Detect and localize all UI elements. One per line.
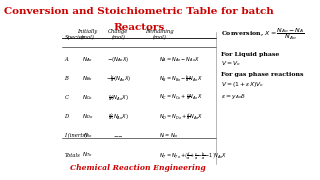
Text: $N_{Bo}$: $N_{Bo}$: [82, 74, 93, 83]
Text: $V = V_o$: $V = V_o$: [221, 59, 241, 68]
Text: B: B: [64, 76, 68, 81]
Text: $\varepsilon = y_{Ao}\delta$: $\varepsilon = y_{Ao}\delta$: [221, 92, 246, 101]
Text: Species: Species: [64, 35, 85, 40]
Text: For gas phase reactions: For gas phase reactions: [221, 72, 304, 76]
Text: Conversion, $X = \dfrac{N_{Ao} - N_A}{N_{Ao}}$: Conversion, $X = \dfrac{N_{Ao} - N_A}{N_…: [221, 26, 305, 42]
Text: $N_{Io}$: $N_{Io}$: [83, 131, 92, 140]
Text: $-\!-$: $-\!-$: [113, 133, 124, 138]
Text: $-\frac{b}{a}(N_{Ao}X)$: $-\frac{b}{a}(N_{Ao}X)$: [106, 73, 131, 84]
Text: $N_{Co}$: $N_{Co}$: [82, 93, 93, 102]
Text: Totals: Totals: [64, 152, 80, 158]
Text: $N_I = N_{Io}$: $N_I = N_{Io}$: [159, 131, 179, 140]
Text: $N_B = N_{Bo} - \frac{b}{a}N_{Ao}X$: $N_B = N_{Bo} - \frac{b}{a}N_{Ao}X$: [159, 73, 203, 84]
Text: $N_{Do}$: $N_{Do}$: [82, 112, 93, 121]
Text: Remaining
(mol): Remaining (mol): [145, 29, 174, 40]
Text: Initially
(mol): Initially (mol): [77, 29, 98, 40]
Text: $-(N_{Ao}X)$: $-(N_{Ao}X)$: [107, 55, 130, 64]
Text: $N_A = N_{Ao} - N_{Ao}X$: $N_A = N_{Ao} - N_{Ao}X$: [159, 55, 200, 64]
Text: $N_{To}$: $N_{To}$: [82, 151, 93, 159]
Text: For Liquid phase: For Liquid phase: [221, 52, 279, 57]
Text: Conversion and Stoichiometric Table for batch: Conversion and Stoichiometric Table for …: [4, 7, 274, 16]
Text: I (inerts): I (inerts): [64, 133, 88, 138]
Text: $V = (1 + \varepsilon X)V_o$: $V = (1 + \varepsilon X)V_o$: [221, 80, 264, 89]
Text: Chemical Reaction Engineering: Chemical Reaction Engineering: [69, 163, 205, 172]
Text: Reactors: Reactors: [113, 23, 164, 32]
Text: D: D: [64, 114, 69, 119]
Text: C: C: [64, 95, 68, 100]
Text: $N_D = N_{Do} + \frac{d}{a}N_{Ao}X$: $N_D = N_{Do} + \frac{d}{a}N_{Ao}X$: [159, 111, 204, 122]
Text: $N_T = N_{To} + \!\left(\frac{d}{a}\!+\!\frac{c}{a}\!-\!\frac{b}{a}\!-\!1\right): $N_T = N_{To} + \!\left(\frac{d}{a}\!+\!…: [159, 150, 228, 161]
Text: A: A: [64, 57, 68, 62]
Text: $\frac{d}{a}(N_{Ao}X)$: $\frac{d}{a}(N_{Ao}X)$: [108, 111, 129, 122]
Text: Change
(mol): Change (mol): [108, 29, 129, 40]
Text: $N_C = N_{Co} + \frac{c}{a}N_{Ao}X$: $N_C = N_{Co} + \frac{c}{a}N_{Ao}X$: [159, 93, 203, 102]
Text: $\frac{c}{a}(N_{Ao}X)$: $\frac{c}{a}(N_{Ao}X)$: [108, 93, 129, 103]
Text: $N_{Ao}$: $N_{Ao}$: [82, 55, 93, 64]
